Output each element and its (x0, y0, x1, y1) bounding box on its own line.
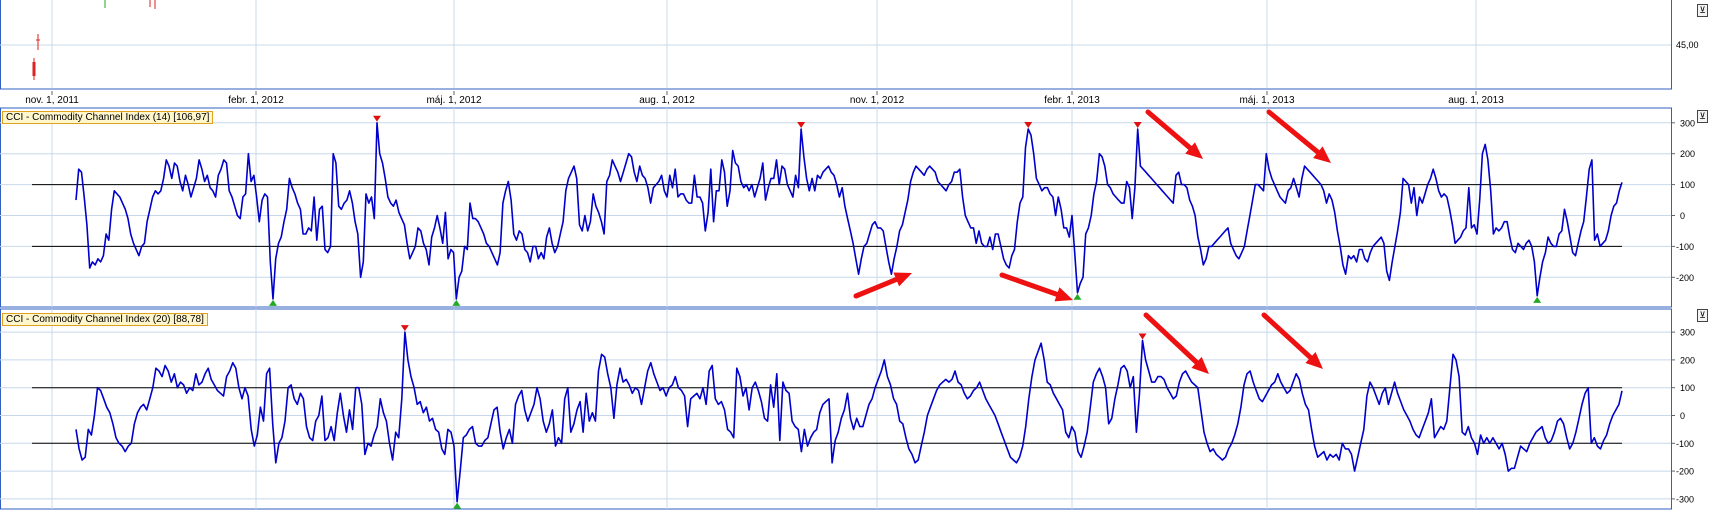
date-label: nov. 1, 2011 (25, 95, 79, 106)
annotation-arrow (1145, 109, 1193, 151)
price-panel: 45,00 (0, 0, 1699, 90)
y-tick-label: -100 (1676, 242, 1694, 252)
date-axis: nov. 1, 2011 febr. 1, 2012 máj. 1, 2012 aug… (25, 91, 1504, 106)
y-tick-label: 100 (1680, 180, 1695, 190)
cci-20-title: CCI - Commodity Channel Index (20) [88,7… (2, 313, 208, 326)
arrow-head (1305, 351, 1323, 369)
date-label: máj. 1, 2012 (426, 95, 481, 106)
annotation-arrow (853, 276, 899, 299)
date-label: máj. 1, 2013 (1239, 95, 1294, 106)
trough-marker (269, 299, 278, 306)
y-tick-label: 300 (1680, 118, 1695, 128)
arrow-head (1313, 146, 1331, 163)
peak-marker (372, 115, 381, 122)
trough-marker (452, 299, 461, 306)
annotation-arrow (999, 272, 1060, 297)
y-tick-label: 200 (1680, 355, 1695, 365)
annotation-arrow (1143, 312, 1200, 365)
cci-14-title: CCI - Commodity Channel Index (14) [106,… (2, 111, 214, 124)
y-tick-label: 100 (1680, 383, 1695, 393)
peak-marker (1133, 121, 1142, 128)
y-tick-label: -200 (1676, 273, 1694, 283)
y-tick-label: 0 (1680, 211, 1685, 221)
cci-line (75, 122, 1623, 300)
date-label: aug. 1, 2013 (1448, 95, 1504, 106)
cci-14-panel: 300 200 100 0 -100 -200 (0, 107, 1695, 308)
cci-20-panel: 300 200 100 0 -100 -200 -300 (0, 308, 1695, 510)
arrow-head (893, 272, 912, 287)
y-tick-label: -300 (1676, 494, 1694, 504)
annotation-arrow (1261, 312, 1313, 361)
trough-marker (1073, 293, 1082, 300)
arrow-head (1191, 356, 1209, 374)
peak-marker (797, 121, 806, 128)
panel-frame (0, 107, 1672, 308)
arrow-head (1185, 142, 1203, 159)
candle (32, 62, 36, 76)
y-tick-label: 200 (1680, 149, 1695, 159)
y-tick-label: 300 (1680, 328, 1695, 338)
y-tick-label: -200 (1676, 467, 1694, 477)
arrow-head (1054, 287, 1073, 302)
date-label: aug. 1, 2012 (639, 95, 695, 106)
collapse-button-cci-20[interactable]: ⊻ (1697, 309, 1708, 322)
date-label: febr. 1, 2012 (228, 95, 284, 106)
trough-marker (453, 502, 462, 509)
collapse-button-price[interactable]: ⊻ (1697, 4, 1708, 17)
y-tick-label: -100 (1676, 439, 1694, 449)
trough-marker (1533, 296, 1542, 303)
y-tick-label: 0 (1680, 411, 1685, 421)
peak-marker (1024, 121, 1033, 128)
annotation-arrow (1266, 109, 1321, 155)
peak-marker (1138, 333, 1147, 340)
annotation-arrows (853, 109, 1331, 374)
peak-marker (400, 325, 409, 332)
panel-frame (0, 308, 1672, 510)
price-label: 45,00 (1676, 40, 1699, 50)
date-label: febr. 1, 2013 (1044, 95, 1100, 106)
cci-line (75, 331, 1623, 503)
collapse-button-cci-14[interactable]: ⊻ (1697, 110, 1708, 123)
date-label: nov. 1, 2012 (850, 95, 905, 106)
